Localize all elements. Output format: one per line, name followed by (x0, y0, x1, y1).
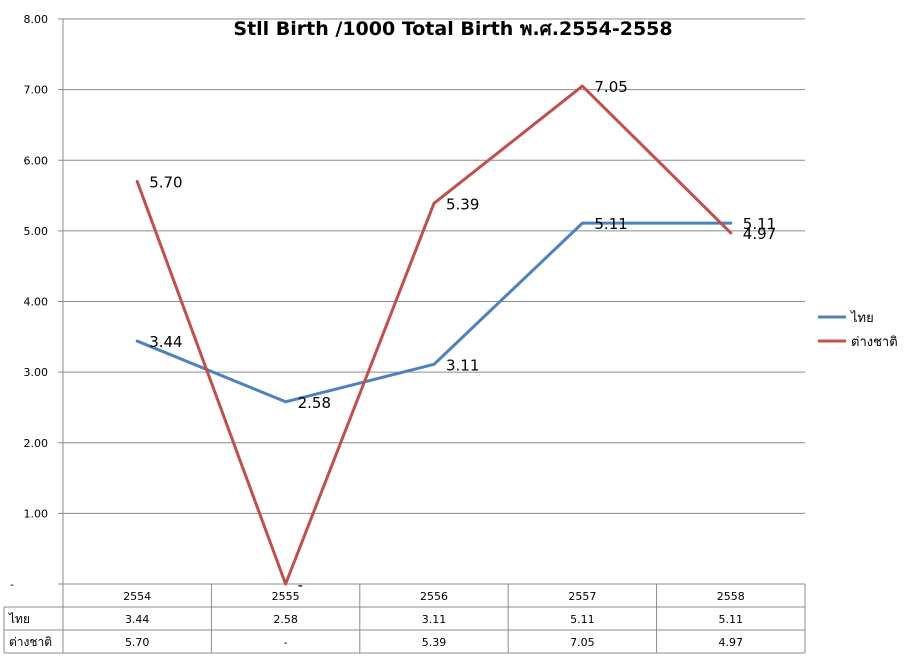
series-line (135, 221, 733, 404)
data-label: 4.97 (743, 225, 776, 243)
table-cell: 4.97 (719, 636, 744, 649)
y-tick-label: 7.00 (24, 84, 49, 97)
data-label: - (298, 576, 303, 594)
table-row-header: ต่างชาติ (9, 635, 52, 649)
table-cell: 3.44 (125, 613, 150, 626)
series-line (135, 84, 733, 586)
x-tick-label: 2556 (420, 590, 448, 603)
table-cell: 5.70 (125, 636, 150, 649)
data-label: 5.11 (743, 215, 776, 233)
y-tick-label: 6.00 (24, 154, 49, 167)
table-cell: 2.58 (273, 613, 298, 626)
table-cell: 5.11 (570, 613, 595, 626)
gridlines (58, 18, 805, 585)
table-cell: 5.11 (719, 613, 744, 626)
data-label: 7.05 (594, 78, 627, 96)
y-axis: - 1.00 2.00 3.00 4.00 5.00 6.00 7.00 8.00 (10, 13, 48, 591)
y-tick-label: 8.00 (24, 13, 49, 26)
table-cell: - (284, 636, 288, 649)
data-label: 3.11 (446, 356, 479, 374)
x-tick-label: 2558 (717, 590, 745, 603)
data-label: 2.58 (298, 394, 331, 412)
chart-title: Stll Birth /1000 Total Birth พ.ศ.2554-25… (233, 18, 672, 40)
y-tick-label: 4.00 (24, 296, 49, 309)
legend-label: ต่างชาติ (851, 335, 898, 350)
data-label: 5.70 (149, 173, 182, 191)
data-label: 3.44 (149, 333, 182, 351)
table-row-header: ไทย (8, 612, 30, 626)
y-tick-label: 5.00 (24, 225, 49, 238)
y-tick-label: 1.00 (24, 507, 49, 520)
x-tick-label: 2554 (123, 590, 151, 603)
table-cell: 3.11 (422, 613, 447, 626)
y-tick-label: 2.00 (24, 437, 49, 450)
x-tick-label: 2557 (568, 590, 596, 603)
data-label: 5.39 (446, 195, 479, 213)
table-cell: 5.39 (422, 636, 447, 649)
x-tick-label: 2555 (272, 590, 300, 603)
series-lines (135, 84, 733, 586)
data-label: 5.11 (594, 215, 627, 233)
y-tick-label: - (10, 578, 14, 591)
y-tick-label: 3.00 (24, 366, 49, 379)
legend-label: ไทย (850, 310, 874, 326)
table-cell: 7.05 (570, 636, 595, 649)
data-labels: 3.44 2.58 3.11 5.11 5.11 5.70 - 5.39 7.05 4.97 (149, 78, 776, 594)
data-table: 2554 2555 2556 2557 2558 ไทย 3.44 2.58 3.11 5.11 5… (3, 584, 806, 654)
